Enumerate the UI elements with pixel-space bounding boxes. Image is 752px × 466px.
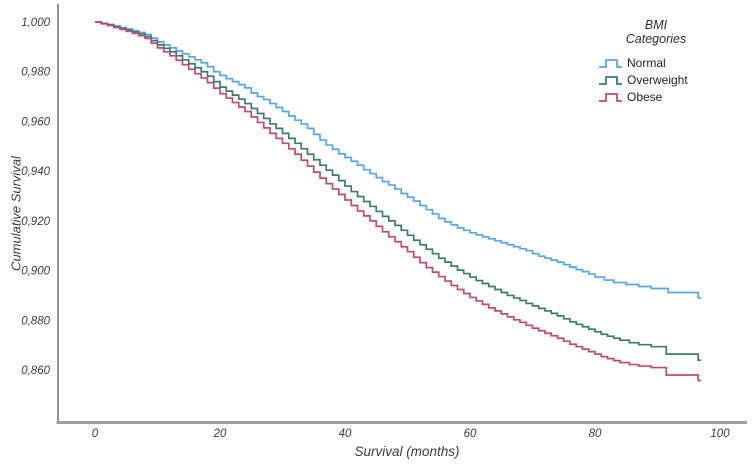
y-tick-label: 0,940 — [21, 166, 50, 178]
legend-title-line2: Categories — [625, 32, 687, 46]
x-tick-label: 100 — [710, 428, 730, 440]
survival-curve-normal — [95, 21, 702, 299]
x-axis-title: Survival (months) — [354, 444, 460, 459]
legend-label-obese: Obese — [627, 89, 663, 104]
y-tick-label: 0,980 — [21, 67, 50, 79]
x-tick-label: 60 — [464, 428, 477, 440]
y-tick-label: 0,900 — [21, 266, 50, 278]
x-tick-label: 20 — [213, 428, 227, 440]
overweight-step-line-icon — [599, 75, 622, 85]
y-tick-label: 1,000 — [21, 17, 50, 29]
legend-label-overweight: Overweight — [627, 72, 688, 87]
x-tick-label: 80 — [589, 428, 602, 440]
x-tick-label: 0 — [92, 428, 99, 440]
legend-item-overweight: Overweight — [598, 71, 748, 88]
legend-title: BMI Categories — [598, 18, 714, 46]
legend-label-normal: Normal — [627, 55, 666, 70]
obese-step-line-icon — [599, 92, 622, 102]
survival-curve-overweight — [95, 21, 702, 361]
y-axis-title: Cumulative Survival — [8, 156, 24, 271]
survival-curve-obese — [95, 21, 702, 382]
normal-step-line-icon — [599, 58, 622, 68]
y-tick-label: 0,960 — [21, 116, 50, 128]
legend-items: Normal Overweight Obese — [598, 54, 748, 105]
y-tick-label: 0,920 — [21, 216, 50, 228]
y-tick-label: 0,860 — [21, 365, 50, 377]
legend-item-obese: Obese — [598, 88, 748, 105]
y-tick-label: 0,880 — [21, 315, 50, 327]
legend-title-line1: BMI — [644, 18, 668, 32]
x-tick-label: 40 — [339, 428, 352, 440]
legend-item-normal: Normal — [598, 54, 748, 71]
legend: BMI Categories Normal Overweight Obese — [598, 18, 748, 105]
